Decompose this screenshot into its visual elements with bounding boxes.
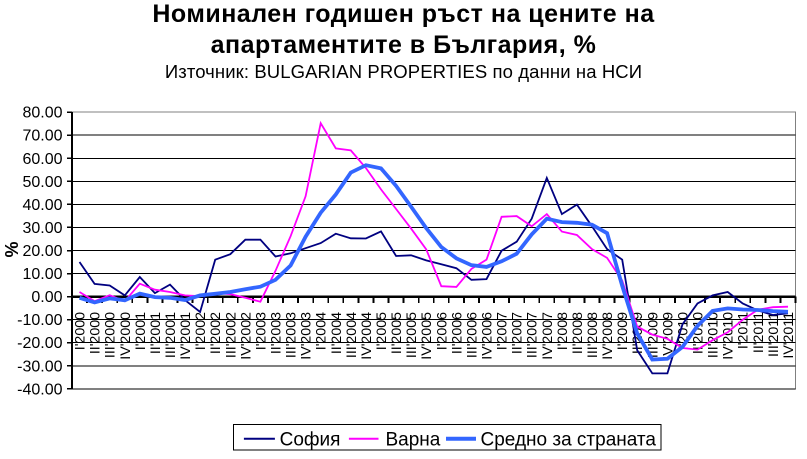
svg-text:IV'2008: IV'2008 bbox=[600, 312, 616, 360]
svg-text:IV'2011: IV'2011 bbox=[781, 312, 797, 359]
svg-text:III'2000: III'2000 bbox=[103, 312, 119, 358]
svg-text:I'2002: I'2002 bbox=[193, 312, 209, 350]
svg-text:II'2003: II'2003 bbox=[269, 312, 285, 354]
svg-text:II'2007: II'2007 bbox=[510, 312, 526, 354]
svg-text:50.00: 50.00 bbox=[22, 174, 62, 191]
svg-text:0.00: 0.00 bbox=[31, 289, 62, 306]
svg-text:I'2004: I'2004 bbox=[314, 312, 330, 350]
svg-text:60.00: 60.00 bbox=[22, 151, 62, 168]
svg-text:I'2005: I'2005 bbox=[374, 312, 390, 350]
svg-text:-20.00: -20.00 bbox=[17, 335, 62, 352]
svg-text:III'2008: III'2008 bbox=[585, 312, 601, 358]
svg-text:I'2000: I'2000 bbox=[73, 312, 89, 350]
svg-text:10.00: 10.00 bbox=[22, 266, 62, 283]
svg-text:III'2010: III'2010 bbox=[706, 312, 722, 358]
svg-text:%: % bbox=[2, 241, 22, 257]
svg-text:IV'2004: IV'2004 bbox=[359, 312, 375, 360]
svg-text:II'2005: II'2005 bbox=[389, 312, 405, 354]
svg-text:III'2007: III'2007 bbox=[525, 312, 541, 358]
svg-text:IV'2006: IV'2006 bbox=[480, 312, 496, 360]
svg-text:IV'2000: IV'2000 bbox=[118, 312, 134, 360]
svg-text:II'2008: II'2008 bbox=[570, 312, 586, 354]
svg-text:20.00: 20.00 bbox=[22, 243, 62, 260]
svg-text:I'2003: I'2003 bbox=[253, 312, 269, 350]
svg-text:-10.00: -10.00 bbox=[17, 312, 62, 329]
svg-text:III'2003: III'2003 bbox=[284, 312, 300, 358]
svg-text:I'2008: I'2008 bbox=[555, 312, 571, 350]
svg-text:I'2009: I'2009 bbox=[615, 312, 631, 350]
svg-text:40.00: 40.00 bbox=[22, 197, 62, 214]
svg-text:II'2011: II'2011 bbox=[751, 312, 767, 353]
svg-text:80.00: 80.00 bbox=[22, 105, 62, 122]
svg-text:II'2004: II'2004 bbox=[329, 312, 345, 354]
svg-text:III'2004: III'2004 bbox=[344, 312, 360, 358]
svg-text:II'2002: II'2002 bbox=[208, 312, 224, 354]
svg-text:-40.00: -40.00 bbox=[17, 381, 62, 398]
svg-text:III'2002: III'2002 bbox=[223, 312, 239, 358]
svg-text:IV'2003: IV'2003 bbox=[299, 312, 315, 360]
svg-text:III'2011: III'2011 bbox=[766, 312, 782, 357]
svg-text:I'2001: I'2001 bbox=[133, 312, 149, 350]
svg-text:-30.00: -30.00 bbox=[17, 358, 62, 375]
svg-text:I'2011: I'2011 bbox=[736, 312, 752, 349]
svg-text:I'2006: I'2006 bbox=[434, 312, 450, 350]
svg-text:I'2007: I'2007 bbox=[495, 312, 511, 350]
svg-text:IV'2007: IV'2007 bbox=[540, 312, 556, 360]
svg-text:Средно за страната: Средно за страната bbox=[481, 430, 657, 451]
svg-text:70.00: 70.00 bbox=[22, 128, 62, 145]
svg-text:IV'2002: IV'2002 bbox=[238, 312, 254, 360]
svg-text:II'2001: II'2001 bbox=[148, 312, 164, 354]
svg-text:IV'2009: IV'2009 bbox=[660, 312, 676, 360]
svg-text:Варна: Варна bbox=[386, 430, 441, 451]
svg-text:IV'2001: IV'2001 bbox=[178, 312, 194, 360]
svg-text:II'2006: II'2006 bbox=[449, 312, 465, 354]
svg-text:II'2000: II'2000 bbox=[88, 312, 104, 354]
svg-text:III'2005: III'2005 bbox=[404, 312, 420, 358]
svg-text:III'2001: III'2001 bbox=[163, 312, 179, 358]
svg-text:30.00: 30.00 bbox=[22, 220, 62, 237]
svg-text:София: София bbox=[280, 430, 341, 451]
svg-text:III'2006: III'2006 bbox=[464, 312, 480, 358]
svg-text:IV'2010: IV'2010 bbox=[721, 312, 737, 360]
svg-text:IV'2005: IV'2005 bbox=[419, 312, 435, 360]
